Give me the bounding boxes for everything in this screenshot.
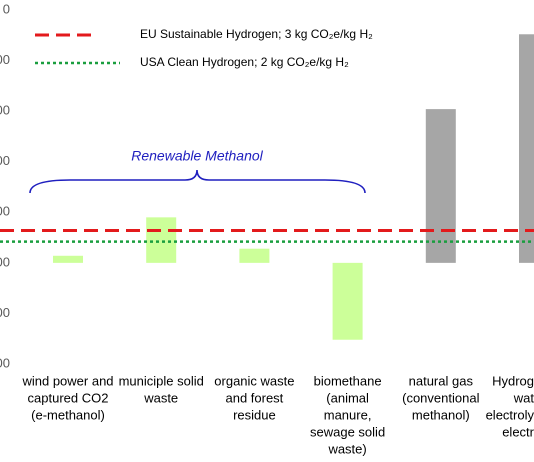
x-tick-label: residue xyxy=(233,407,276,422)
x-tick-label: electroly xyxy=(486,407,534,422)
x-tick-label: sewage solid xyxy=(310,424,385,439)
bar xyxy=(146,217,177,263)
x-tick-label: biomethane xyxy=(314,373,382,388)
x-tick-label: organic waste xyxy=(214,373,294,388)
x-tick-label: waste) xyxy=(327,441,366,456)
x-tick-label: (e-methanol) xyxy=(31,407,105,422)
y-tick-label: 00 xyxy=(0,305,10,320)
y-tick-label: 00 xyxy=(0,254,10,269)
x-tick-label: captured CO2 xyxy=(28,390,109,405)
x-tick-label: wind power and xyxy=(21,373,113,388)
x-tick-label: (animal xyxy=(326,390,369,405)
y-tick-label: 0 xyxy=(3,1,10,16)
annotation: Renewable Methanol xyxy=(131,148,263,164)
x-tick-label: manure, xyxy=(324,407,372,422)
y-tick-label: 00 xyxy=(0,103,10,118)
legend-label: USA Clean Hydrogen; 2 kg CO₂e/kg H₂ xyxy=(140,55,349,69)
y-tick-label: 00 xyxy=(0,355,10,370)
bar xyxy=(239,248,270,263)
y-tick-label: 00 xyxy=(0,52,10,67)
x-tick-label: (conventional xyxy=(402,390,479,405)
bar xyxy=(53,255,83,263)
y-tick-label: 00 xyxy=(0,204,10,219)
legend-label: EU Sustainable Hydrogen; 3 kg CO₂e/kg H₂ xyxy=(140,27,373,41)
y-tick-label: 00 xyxy=(0,153,10,168)
x-tick-label: municiple solid xyxy=(119,373,204,388)
x-tick-label: wat xyxy=(513,390,534,405)
x-tick-label: Hydrog xyxy=(492,373,534,388)
bar xyxy=(332,262,363,340)
brace xyxy=(29,169,366,194)
x-tick-label: waste xyxy=(143,390,178,405)
bar xyxy=(425,109,456,263)
x-tick-label: electr xyxy=(502,424,534,439)
x-tick-label: methanol) xyxy=(412,407,470,422)
x-tick-label: and forest xyxy=(225,390,283,405)
x-tick-label: natural gas xyxy=(409,373,474,388)
bar xyxy=(519,34,534,263)
